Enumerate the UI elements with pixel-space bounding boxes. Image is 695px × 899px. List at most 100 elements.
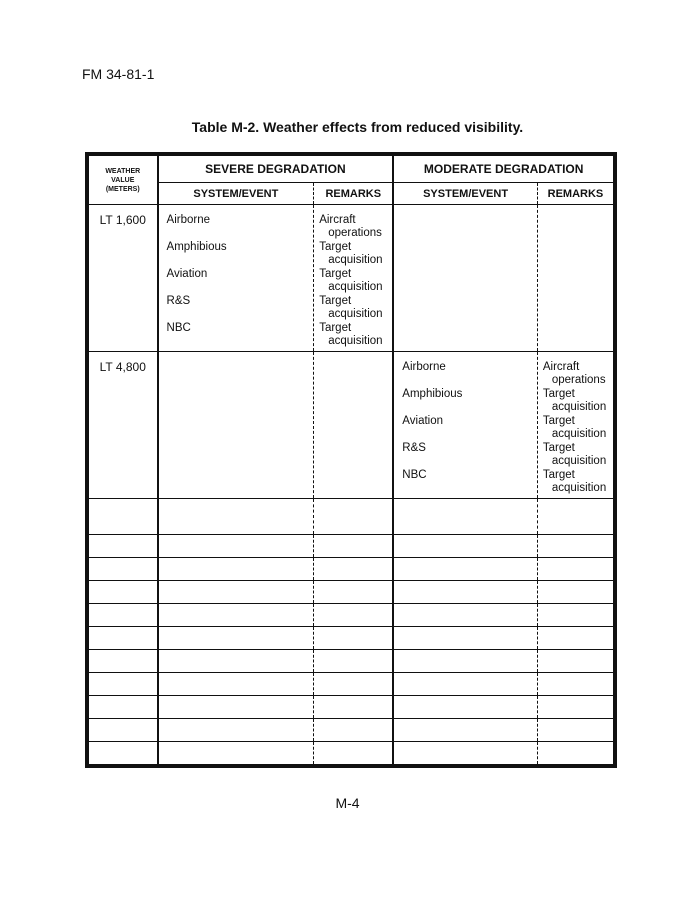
severe-remarks-cell [313, 498, 394, 535]
moderate-system-cell [392, 672, 538, 696]
remark-line: operations [551, 374, 606, 386]
moderate-system-cell: Airborne Amphibious Aviation R&S NBC [392, 351, 538, 499]
moderate-remarks-cell [536, 557, 616, 581]
remark: Target acquisition [543, 415, 607, 442]
severe-remarks-cell [313, 626, 394, 650]
remark-line: acquisition [328, 335, 383, 347]
moderate-remarks-cell [536, 626, 616, 650]
remark-line: Target [542, 415, 575, 427]
moderate-system-cell [392, 626, 538, 650]
severe-system-cell [156, 672, 315, 696]
header-line: WEATHER [105, 167, 141, 175]
system-event: Airborne [402, 361, 446, 373]
system-event: Aviation [402, 415, 444, 427]
empty-row [86, 557, 616, 581]
remark-line: Target [319, 268, 352, 280]
moderate-system-cell [392, 204, 538, 352]
remark: Target acquisition [543, 469, 607, 496]
weather-value-cell [86, 603, 159, 627]
moderate-remarks-cell [536, 580, 616, 604]
remark-line: Target [542, 442, 575, 454]
table-row: LT 4,800 Airborne Amphibious Aviation R&S NBC… [86, 351, 616, 499]
remark-line: Target [542, 469, 575, 481]
remark-line: acquisition [328, 281, 383, 293]
empty-row [86, 603, 616, 627]
system-event: R&S [166, 295, 191, 307]
weather-value-cell [86, 580, 159, 604]
severe-system-cell [156, 649, 315, 673]
weather-value-header: WEATHER VALUE (METERS) [86, 153, 159, 205]
severe-system-cell: Airborne Amphibious Aviation R&S NBC [156, 204, 315, 352]
weather-value-cell: LT 1,600 [86, 204, 159, 352]
remark: Aircraft operations [543, 361, 607, 388]
severe-system-cell [156, 534, 315, 558]
weather-effects-table: WEATHER VALUE (METERS) SEVERE DEGRADATIO… [85, 152, 617, 768]
remark-line: acquisition [551, 428, 607, 440]
system-event: Airborne [166, 214, 210, 226]
remark: Aircraft operations [319, 214, 386, 241]
weather-value-cell [86, 557, 159, 581]
moderate-remarks-cell: Aircraft operations Target acquisition Targe… [536, 351, 616, 499]
severe-remarks-cell [313, 695, 394, 719]
moderate-remarks-header: REMARKS [536, 182, 616, 205]
remark-line: acquisition [328, 308, 383, 320]
severe-system-cell [156, 695, 315, 719]
remark-line: operations [328, 227, 382, 239]
severe-system-header: SYSTEM/EVENT [156, 182, 315, 205]
severe-degradation-header: SEVERE DEGRADATION [156, 153, 394, 183]
empty-row [86, 626, 616, 650]
moderate-remarks-cell [536, 603, 616, 627]
moderate-remarks-cell [536, 534, 616, 558]
moderate-remarks-cell [536, 649, 616, 673]
weather-value-cell [86, 498, 159, 535]
severe-remarks-cell [313, 672, 394, 696]
weather-value-cell [86, 626, 159, 650]
weather-value-cell: LT 4,800 [86, 351, 159, 499]
empty-row [86, 672, 616, 696]
moderate-remarks-cell [536, 498, 616, 535]
remark-line: Target [319, 241, 352, 253]
header-line: VALUE [111, 176, 135, 184]
severe-remarks-cell [313, 649, 394, 673]
document-id: FM 34-81-1 [82, 66, 155, 82]
system-event: R&S [402, 442, 426, 454]
moderate-system-cell [392, 534, 538, 558]
moderate-system-cell [392, 649, 538, 673]
weather-value-cell [86, 718, 159, 742]
system-event: Amphibious [402, 388, 463, 400]
page-number: M-4 [335, 795, 360, 811]
moderate-remarks-cell [536, 718, 616, 742]
severe-remarks-cell: Aircraft operations Target acquisition Targe… [313, 204, 394, 352]
remark-line: Target [542, 388, 575, 400]
weather-value-cell [86, 672, 159, 696]
moderate-system-cell [392, 580, 538, 604]
remark-line: Aircraft [319, 214, 356, 226]
moderate-system-cell [392, 557, 538, 581]
remark: Target acquisition [319, 268, 386, 295]
remark-line: acquisition [551, 482, 607, 494]
moderate-remarks-cell [536, 695, 616, 719]
moderate-remarks-cell [536, 204, 616, 352]
system-event: NBC [166, 322, 191, 334]
moderate-degradation-header: MODERATE DEGRADATION [392, 153, 616, 183]
weather-value-cell [86, 741, 159, 767]
moderate-remarks-cell [536, 741, 616, 767]
header-line: (METERS) [105, 185, 140, 193]
remark: Target acquisition [319, 322, 386, 349]
moderate-system-cell [392, 498, 538, 535]
empty-row [86, 695, 616, 719]
empty-row [86, 649, 616, 673]
remark-line: acquisition [551, 455, 607, 467]
empty-row [86, 580, 616, 604]
system-event: Aviation [166, 268, 208, 280]
moderate-system-header: SYSTEM/EVENT [392, 182, 538, 205]
moderate-system-cell [392, 695, 538, 719]
empty-row [86, 498, 616, 535]
severe-remarks-header: REMARKS [313, 182, 394, 205]
remark-line: acquisition [328, 254, 383, 266]
severe-system-cell [156, 718, 315, 742]
table-title: Table M-2. Weather effects from reduced … [191, 119, 524, 135]
severe-remarks-cell [313, 741, 394, 767]
empty-row [86, 741, 616, 767]
severe-remarks-cell [313, 557, 394, 581]
